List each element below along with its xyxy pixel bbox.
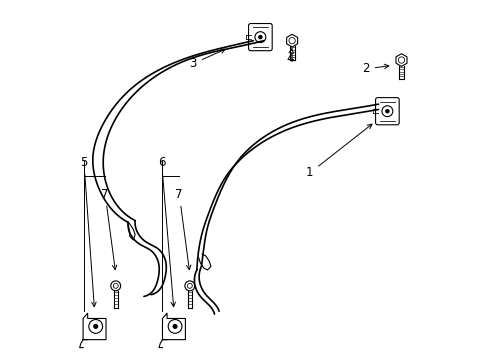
Circle shape bbox=[173, 325, 177, 328]
Text: 7: 7 bbox=[101, 188, 117, 270]
Text: 2: 2 bbox=[362, 62, 388, 75]
Text: 1: 1 bbox=[305, 124, 371, 179]
Text: 6: 6 bbox=[158, 156, 175, 307]
Text: 3: 3 bbox=[189, 49, 224, 70]
Text: 7: 7 bbox=[175, 188, 190, 270]
Circle shape bbox=[258, 36, 262, 39]
Circle shape bbox=[385, 110, 388, 113]
Text: 4: 4 bbox=[286, 49, 293, 65]
Circle shape bbox=[94, 325, 97, 328]
Text: 5: 5 bbox=[80, 156, 96, 307]
